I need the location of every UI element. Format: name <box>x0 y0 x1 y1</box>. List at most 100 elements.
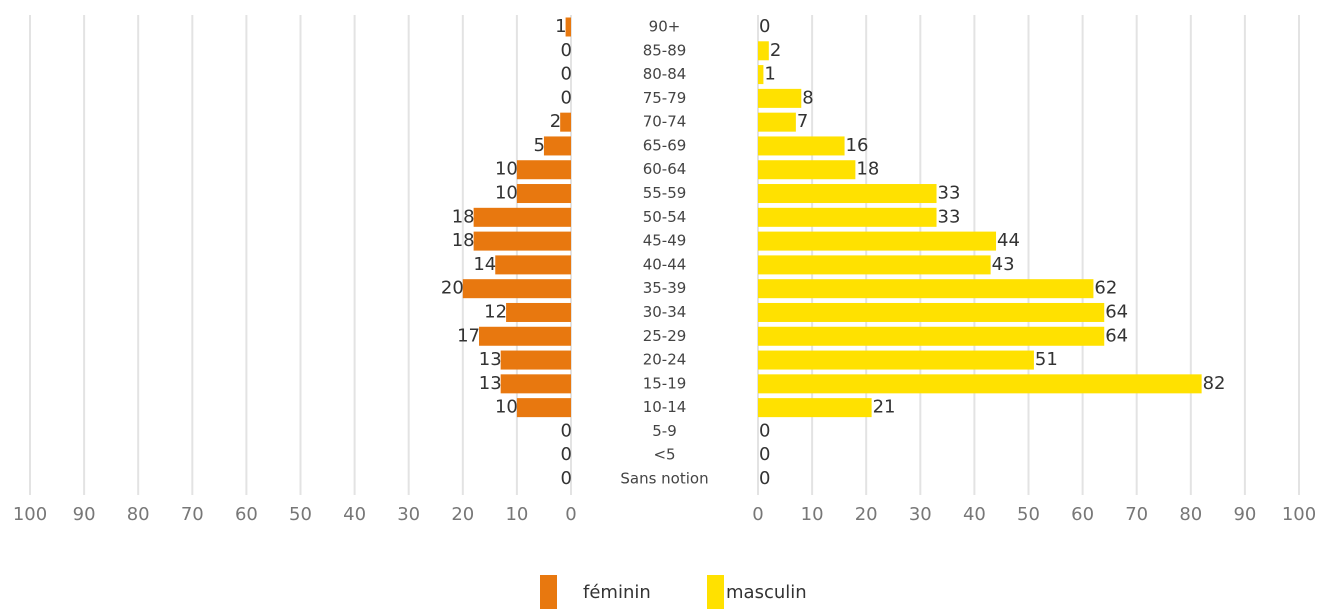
value-label: 0 <box>561 40 572 61</box>
value-label: 17 <box>457 325 480 346</box>
x-tick-label: 90 <box>73 504 96 525</box>
x-tick-label: 40 <box>963 504 986 525</box>
x-tick-label: 50 <box>289 504 312 525</box>
category-label: 35-39 <box>643 279 687 297</box>
category-label: 45-49 <box>643 232 687 250</box>
bar <box>758 184 937 204</box>
x-tick-label: 50 <box>1017 504 1040 525</box>
bar <box>758 231 997 251</box>
value-label: 0 <box>759 16 770 37</box>
value-label: 0 <box>561 420 572 441</box>
bar <box>560 112 571 132</box>
value-label: 2 <box>770 40 781 61</box>
category-label: 25-29 <box>643 327 687 345</box>
category-label: 40-44 <box>643 255 687 273</box>
legend-label: féminin <box>583 582 651 603</box>
category-label: 10-14 <box>643 398 687 416</box>
value-label: 0 <box>561 64 572 85</box>
bar <box>758 302 1105 322</box>
legend-swatch <box>540 575 557 609</box>
value-label: 2 <box>550 111 561 132</box>
value-label: 1 <box>764 64 775 85</box>
category-label: 5-9 <box>652 422 677 440</box>
value-label: 10 <box>495 159 518 180</box>
bar <box>758 326 1105 346</box>
bar <box>758 41 769 61</box>
bar <box>758 160 856 180</box>
category-label: 55-59 <box>643 184 687 202</box>
bar <box>500 374 571 394</box>
category-label: 70-74 <box>643 113 687 131</box>
bar <box>500 350 571 370</box>
value-label: 33 <box>938 206 961 227</box>
value-label: 64 <box>1105 325 1128 346</box>
bar <box>565 17 571 37</box>
value-label: 18 <box>452 206 475 227</box>
x-tick-label: 30 <box>909 504 932 525</box>
x-tick-label: 20 <box>855 504 878 525</box>
category-label: Sans notion <box>620 470 708 488</box>
value-label: 5 <box>533 135 544 156</box>
legend-swatch <box>707 575 724 609</box>
category-label: 90+ <box>649 18 681 36</box>
x-tick-label: 10 <box>505 504 528 525</box>
value-label: 10 <box>495 183 518 204</box>
bar <box>758 374 1202 394</box>
x-tick-label: 0 <box>752 504 763 525</box>
value-label: 1 <box>555 16 566 37</box>
value-label: 7 <box>797 111 808 132</box>
bar <box>758 207 937 227</box>
category-label: 75-79 <box>643 89 687 107</box>
category-label: 85-89 <box>643 41 687 59</box>
bar <box>543 136 571 156</box>
bar <box>462 279 571 299</box>
x-tick-label: 40 <box>343 504 366 525</box>
category-label: 30-34 <box>643 303 687 321</box>
value-label: 0 <box>561 468 572 489</box>
bar <box>758 88 802 108</box>
x-tick-label: 70 <box>181 504 204 525</box>
bar <box>758 65 764 85</box>
x-tick-label: 10 <box>801 504 824 525</box>
value-label: 18 <box>856 159 879 180</box>
x-tick-label: 90 <box>1233 504 1256 525</box>
x-tick-label: 0 <box>565 504 576 525</box>
category-label: <5 <box>653 446 675 464</box>
bar <box>473 207 571 227</box>
value-label: 0 <box>561 87 572 108</box>
category-label: 50-54 <box>643 208 687 226</box>
bar <box>516 184 571 204</box>
x-tick-label: 100 <box>1282 504 1316 525</box>
bar <box>758 350 1034 370</box>
value-label: 13 <box>479 373 502 394</box>
bar <box>495 255 571 275</box>
value-label: 21 <box>873 397 896 418</box>
x-tick-label: 100 <box>13 504 47 525</box>
value-label: 64 <box>1105 301 1128 322</box>
value-label: 43 <box>992 254 1015 275</box>
value-label: 82 <box>1203 373 1226 394</box>
bar <box>758 279 1094 299</box>
value-label: 0 <box>759 420 770 441</box>
x-tick-label: 60 <box>1071 504 1094 525</box>
value-label: 12 <box>484 301 507 322</box>
bar <box>479 326 571 346</box>
value-label: 0 <box>759 444 770 465</box>
bar <box>506 302 571 322</box>
value-label: 51 <box>1035 349 1058 370</box>
value-label: 14 <box>473 254 496 275</box>
x-tick-label: 70 <box>1125 504 1148 525</box>
bar <box>473 231 571 251</box>
value-label: 10 <box>495 397 518 418</box>
x-tick-label: 30 <box>397 504 420 525</box>
category-label: 60-64 <box>643 160 687 178</box>
value-label: 20 <box>441 278 464 299</box>
value-label: 16 <box>846 135 869 156</box>
value-label: 18 <box>452 230 475 251</box>
value-label: 13 <box>479 349 502 370</box>
value-label: 33 <box>938 183 961 204</box>
bar <box>758 398 872 418</box>
bar <box>516 160 571 180</box>
bar <box>758 136 845 156</box>
